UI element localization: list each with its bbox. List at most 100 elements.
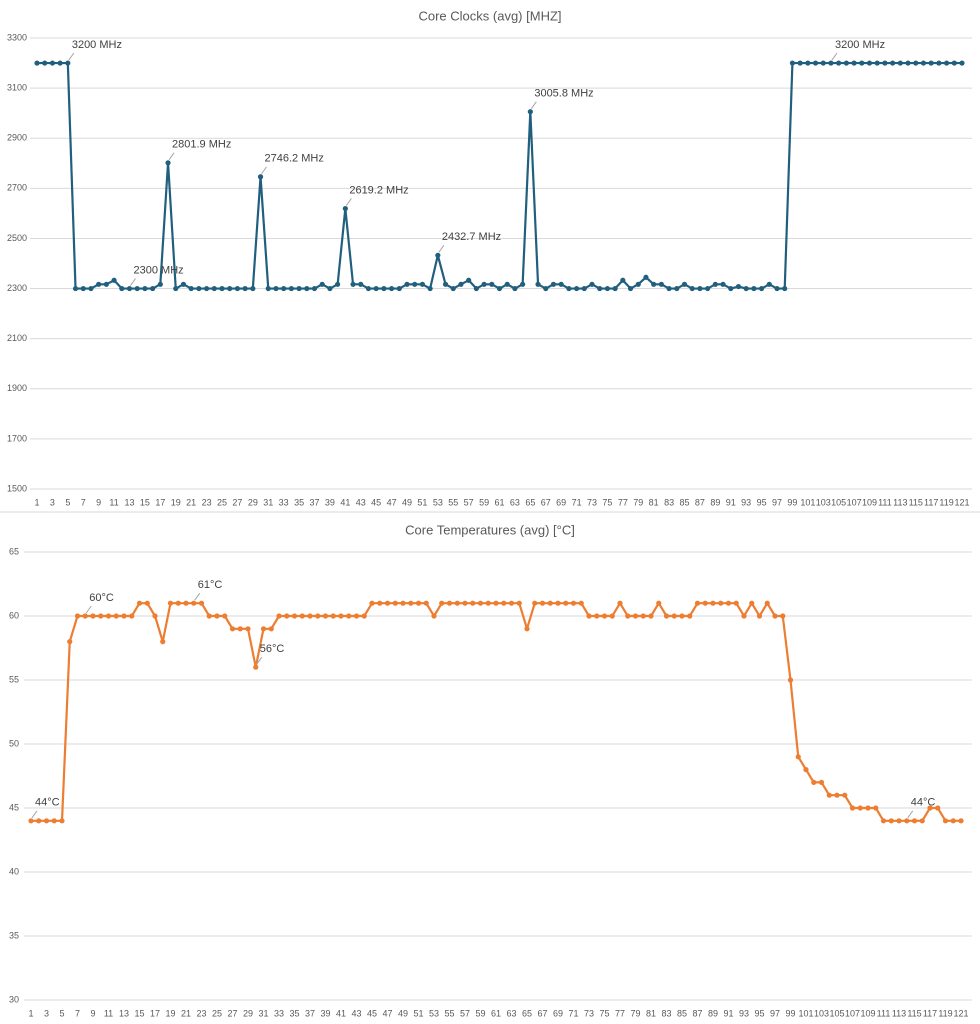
data-point [735, 283, 742, 290]
data-point [373, 285, 379, 292]
x-tick-label: 111 [878, 497, 892, 507]
data-point [811, 779, 817, 786]
data-point [697, 285, 703, 292]
y-tick-label: 55 [9, 674, 19, 684]
data-point [671, 613, 677, 619]
data-point [188, 285, 194, 292]
data-point [327, 285, 333, 292]
x-tick-label: 73 [587, 497, 597, 507]
x-tick-label: 51 [413, 1008, 423, 1018]
x-tick-label: 15 [134, 1008, 144, 1018]
data-point [911, 818, 918, 824]
x-tick-label: 23 [196, 1008, 206, 1018]
x-tick-label: 39 [325, 497, 335, 507]
data-point [51, 818, 57, 824]
data-point [951, 60, 957, 66]
x-tick-label: 17 [155, 497, 165, 507]
data-point [643, 274, 649, 280]
x-tick-label: 117 [924, 497, 938, 507]
data-point [142, 285, 148, 292]
x-tick-label: 33 [274, 1008, 284, 1018]
x-tick-label: 49 [402, 497, 412, 507]
data-point [764, 600, 770, 606]
x-tick-label: 57 [460, 1008, 470, 1018]
x-tick-label: 97 [772, 497, 782, 507]
data-point [296, 285, 302, 292]
data-point [873, 805, 879, 811]
data-point [388, 285, 395, 292]
data-point [67, 639, 73, 645]
x-tick-label: 87 [692, 1008, 702, 1018]
data-point [820, 60, 826, 66]
data-point [250, 285, 256, 292]
data-point [635, 281, 641, 287]
x-tick-label: 11 [109, 497, 118, 507]
data-label: 3200 MHz [72, 39, 122, 51]
data-point [866, 60, 873, 66]
chart-title: Core Clocks (avg) [MHZ] [418, 8, 561, 23]
data-point [535, 281, 541, 287]
data-point [658, 281, 664, 287]
x-tick-label: 69 [553, 1008, 563, 1018]
leader-line [130, 278, 136, 286]
data-point [245, 626, 251, 632]
x-tick-label: 5 [65, 497, 70, 507]
data-point [477, 600, 484, 606]
data-point [288, 285, 294, 292]
data-point [520, 281, 526, 287]
x-tick-label: 119 [939, 497, 953, 507]
data-point [136, 600, 143, 606]
x-tick-label: 77 [618, 497, 628, 507]
data-point [160, 639, 166, 645]
data-point [501, 600, 507, 606]
data-point [795, 754, 801, 760]
x-tick-label: 73 [584, 1008, 594, 1018]
x-tick-label: 47 [387, 497, 397, 507]
data-point [167, 600, 174, 606]
x-tick-label: 35 [289, 1008, 299, 1018]
data-point [674, 285, 680, 292]
x-tick-label: 21 [181, 1008, 191, 1018]
data-point [749, 600, 755, 606]
data-point [496, 285, 503, 292]
data-point [384, 600, 391, 606]
data-point [508, 600, 515, 606]
data-point [741, 613, 747, 619]
x-tick-label: 45 [367, 1008, 377, 1018]
data-label: 2619.2 MHz [349, 184, 408, 196]
data-point [527, 109, 533, 115]
x-tick-label: 87 [695, 497, 705, 507]
data-point [666, 285, 672, 292]
x-tick-label: 93 [741, 497, 751, 507]
x-tick-label: 35 [294, 497, 304, 507]
x-tick-label: 81 [649, 497, 659, 507]
data-point [150, 285, 156, 292]
data-point [311, 285, 318, 292]
data-point [234, 285, 241, 292]
data-point [859, 60, 865, 66]
data-point [751, 285, 757, 292]
data-point [733, 600, 739, 606]
x-tick-label: 119 [938, 1008, 952, 1018]
data-point [442, 281, 449, 287]
data-point [253, 664, 259, 670]
x-tick-label: 51 [417, 497, 427, 507]
data-point [183, 600, 189, 606]
x-tick-label: 107 [847, 497, 862, 507]
y-tick-label: 40 [9, 866, 19, 876]
x-tick-label: 91 [723, 1008, 733, 1018]
data-point [198, 600, 205, 606]
data-point [648, 613, 654, 619]
data-point [466, 277, 472, 283]
data-label: 2300 MHz [134, 264, 184, 276]
data-point [782, 285, 788, 292]
x-tick-label: 115 [907, 1008, 921, 1018]
x-tick-label: 55 [448, 497, 458, 507]
x-tick-label: 5 [59, 1008, 64, 1018]
data-point [299, 613, 305, 619]
data-point [481, 281, 487, 287]
x-tick-label: 75 [599, 1008, 609, 1018]
leader-line [31, 810, 38, 819]
x-tick-label: 41 [336, 1008, 346, 1018]
x-tick-label: 121 [953, 1008, 968, 1018]
